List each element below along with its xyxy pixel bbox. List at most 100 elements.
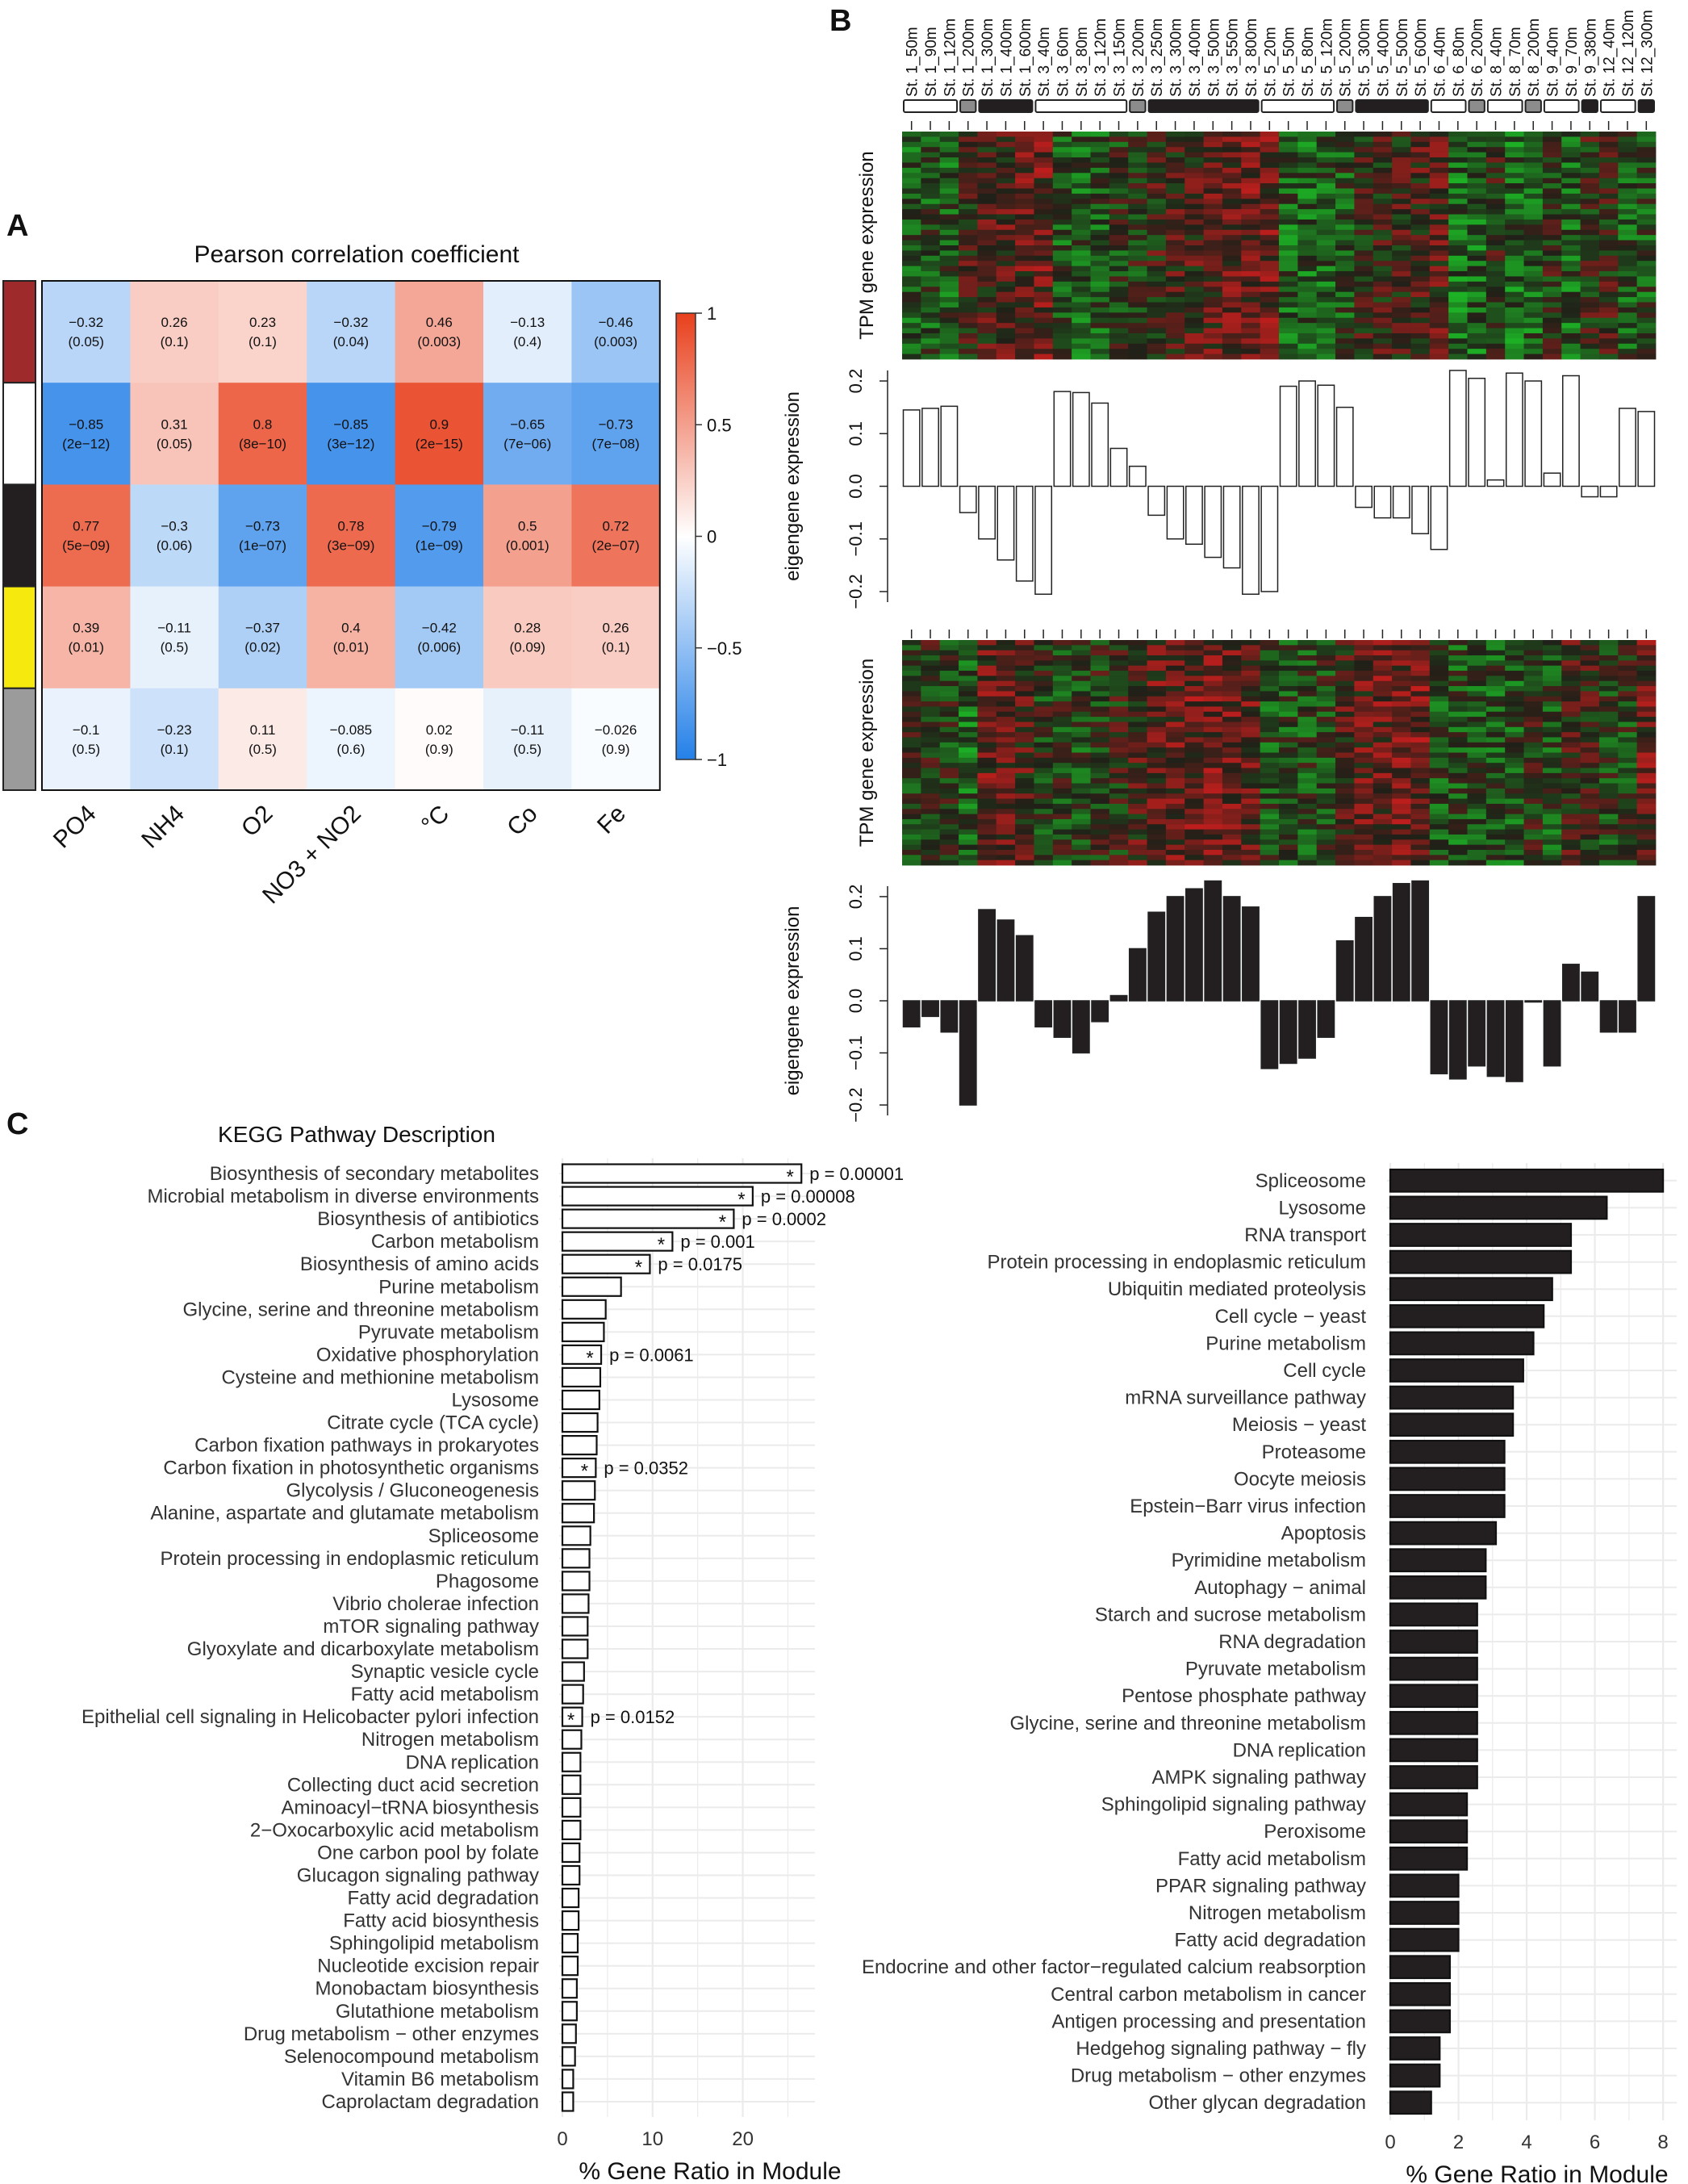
heatmap-texture-cell [1335,691,1355,697]
heatmap-texture-cell [1392,783,1411,789]
heatmap-texture-cell [1316,178,1336,184]
heatmap-texture-cell [1015,229,1034,236]
heatmap-texture-cell [1147,726,1167,733]
heatmap-texture-cell [939,814,959,820]
heatmap-texture-cell [1165,829,1185,835]
panel-a-heatmap: Pearson correlation coefficient−0.32(0.0… [2,241,742,909]
heatmap-cell [571,688,661,791]
heatmap-texture-cell [1052,157,1072,163]
heatmap-texture-cell [902,772,921,779]
heatmap-texture-cell [1373,717,1393,722]
heatmap-texture-cell [959,680,978,687]
heatmap-texture-cell [1561,271,1581,277]
heatmap-texture-cell [902,676,921,682]
heatmap-texture-cell [1279,312,1298,319]
heatmap-texture-cell [1260,706,1280,713]
heatmap-texture-cell [1429,849,1449,856]
heatmap-texture-cell [1128,250,1147,257]
heatmap-texture-cell [1335,214,1355,220]
heatmap-texture-cell [1448,818,1468,825]
heatmap-texture-cell [1109,188,1129,195]
heatmap-texture-cell [1109,287,1129,293]
heatmap-texture-cell [1090,188,1110,195]
heatmap-texture-cell [1523,696,1544,702]
heatmap-texture-cell [1279,333,1298,339]
heatmap-texture-cell [1090,343,1110,349]
heatmap-texture-cell [959,136,978,143]
heatmap-texture-cell [1467,772,1487,779]
heatmap-texture-cell [1485,783,1506,789]
heatmap-texture-cell [1128,722,1147,728]
eigengene-bar [997,919,1015,1002]
heatmap-texture-cell [1109,788,1129,794]
sample-group-bar [1147,99,1260,113]
heatmap-texture-cell [1279,640,1298,646]
eigengene-bar [1581,971,1599,1002]
heatmap-texture-cell [1128,798,1147,805]
significance-mark: * [567,1709,575,1731]
heatmap-texture-cell [959,757,978,764]
heatmap-texture-cell [959,706,978,713]
heatmap-cell-pvalue: (1e−09) [416,538,463,554]
heatmap-texture-cell [1260,250,1280,257]
heatmap-texture-cell [1297,768,1318,774]
heatmap-texture-cell [1580,224,1600,231]
heatmap-texture-cell [959,193,978,199]
heatmap-texture-cell [1316,834,1336,840]
heatmap-texture-cell [1015,783,1034,789]
heatmap-texture-cell [996,188,1016,195]
heatmap-texture-cell [1429,814,1449,820]
heatmap-texture-cell [1316,803,1336,810]
eigengene-bar [1128,465,1147,487]
heatmap-texture-cell [921,763,941,768]
heatmap-texture-cell [1392,793,1411,799]
heatmap-texture-cell [939,737,959,743]
heatmap-texture-cell [1015,818,1034,825]
heatmap-texture-cell [996,783,1016,789]
heatmap-texture-cell [1580,757,1600,764]
heatmap-texture-cell [1636,717,1657,722]
heatmap-texture-cell [1410,178,1431,184]
heatmap-texture-cell [1128,655,1147,661]
heatmap-texture-cell [1165,732,1185,738]
heatmap-texture-cell [1185,132,1204,137]
eigengene-bar [1015,935,1034,1002]
heatmap-texture-cell [1015,691,1034,697]
heatmap-texture-cell [1354,829,1374,835]
heatmap-texture-cell [977,793,997,799]
heatmap-texture-cell [1222,691,1242,697]
heatmap-texture-cell [1241,157,1261,163]
heatmap-texture-cell [1034,798,1054,805]
heatmap-cell-pvalue: (0.5) [161,640,189,655]
heatmap-texture-cell [959,747,978,753]
heatmap-texture-cell [1222,855,1242,861]
heatmap-texture-cell [921,650,941,656]
heatmap-texture-cell [1505,338,1524,345]
heatmap-texture-cell [1448,778,1468,784]
heatmap-texture-cell [1373,250,1393,257]
heatmap-texture-cell [1542,732,1562,738]
eigengene-bar [1355,485,1373,508]
heatmap-texture-cell [902,768,921,774]
heatmap-texture-cell [1185,141,1204,148]
heatmap-texture-cell [1542,793,1562,799]
heatmap-texture-cell [1598,844,1619,851]
heatmap-cell [218,688,307,791]
heatmap-texture-cell [1241,141,1261,148]
heatmap-texture-cell [959,240,978,246]
heatmap-texture-cell [1523,291,1544,298]
heatmap-texture-cell [1429,307,1449,313]
heatmap-texture-cell [1618,676,1638,682]
heatmap-texture-cell [1542,255,1562,261]
heatmap-texture-cell [1580,136,1600,143]
heatmap-texture-cell [902,354,921,360]
heatmap-texture-cell [921,752,941,759]
heatmap-texture-cell [1429,793,1449,799]
heatmap-texture-cell [959,640,978,646]
heatmap-texture-cell [1165,287,1185,293]
heatmap-texture-cell [1109,803,1129,810]
heatmap-texture-cell [1260,338,1280,345]
heatmap-texture-cell [1580,752,1600,759]
heatmap-texture-cell [1618,650,1638,656]
heatmap-texture-cell [939,333,959,339]
